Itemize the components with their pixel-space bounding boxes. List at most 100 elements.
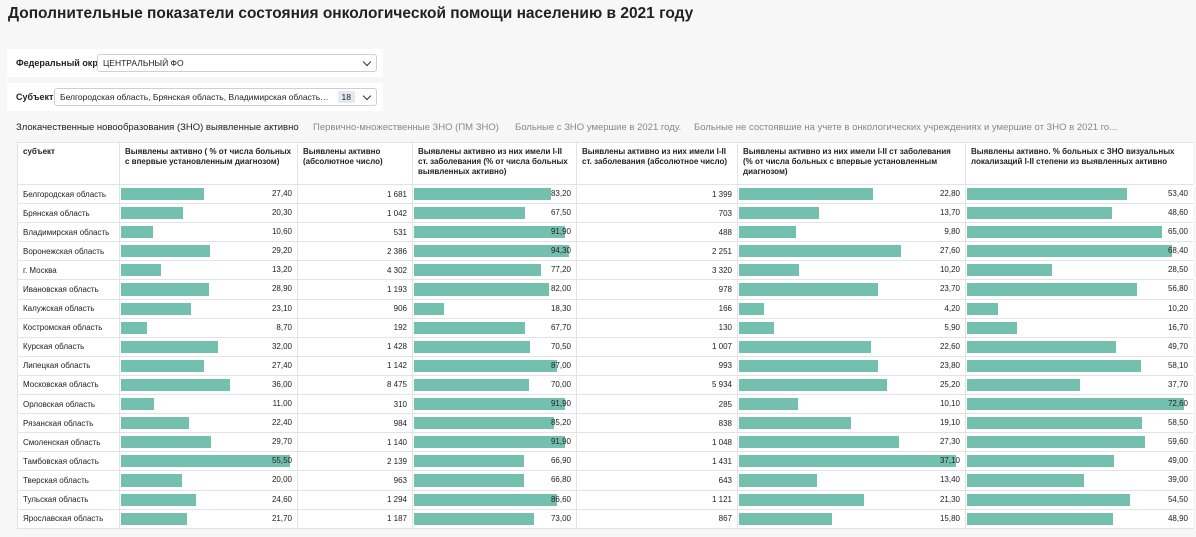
value-bar	[967, 245, 1172, 258]
bar-value-label: 67,70	[550, 322, 571, 332]
value-bar	[739, 188, 873, 201]
bar-cell: 91,90	[412, 222, 577, 243]
value-bar	[967, 359, 1141, 372]
value-cell: 8 475	[297, 374, 413, 396]
bar-value-label: 37,10	[939, 456, 960, 466]
district-select[interactable]: ЦЕНТРАЛЬНЫЙ ФО	[97, 54, 377, 72]
tab-pm-zno[interactable]: Первично-множественные ЗНО (ПМ ЗНО)	[313, 122, 499, 133]
bar-cell: 77,20	[412, 260, 577, 281]
bar-cell: 70,00	[412, 374, 577, 396]
bar-value-label: 36,00	[271, 379, 292, 389]
bar-value-label: 72,60	[1167, 399, 1188, 409]
bar-cell: 23,80	[737, 355, 966, 376]
value-bar	[967, 264, 1052, 277]
bar-value-label: 22,80	[939, 189, 960, 198]
bar-cell: 23,70	[737, 279, 966, 300]
value-cell: 643	[576, 470, 738, 491]
bar-cell: 10,60	[119, 222, 298, 243]
bar-cell: 5,90	[737, 317, 966, 338]
bar-value-label: 53,40	[1167, 189, 1188, 198]
bar-value-label: 77,20	[550, 265, 571, 275]
value-bar	[414, 283, 549, 296]
tab-zno-deceased[interactable]: Больные с ЗНО умершие в 2021 году.	[515, 122, 682, 133]
bar-cell: 58,10	[965, 355, 1193, 376]
value-bar	[414, 512, 534, 525]
bar-cell: 56,80	[965, 279, 1193, 300]
value-bar	[121, 359, 204, 372]
table-row: Ивановская область 28,90 1 193 82,00 978 23,7…	[17, 279, 1193, 300]
column-header[interactable]: Выявлены активно (абсолютное число)	[297, 142, 413, 185]
column-header[interactable]: Выявлены активно из них имели I-II ст. з…	[412, 142, 577, 185]
value-cell: 192	[297, 317, 413, 338]
bar-cell: 94,30	[412, 241, 577, 262]
bar-value-label: 48,60	[1167, 208, 1188, 218]
bar-value-label: 10,10	[939, 399, 960, 409]
subject-filter-label: Субъект	[16, 92, 54, 102]
selected-count-badge: 18	[337, 91, 355, 103]
subject-cell: Смоленская область	[17, 432, 120, 453]
bar-cell: 66,90	[412, 451, 577, 472]
column-header[interactable]: Выявлены активно из них имели I-II ст. з…	[576, 142, 738, 185]
bar-value-label: 91,90	[550, 227, 571, 237]
value-bar	[739, 264, 799, 277]
value-bar	[967, 340, 1116, 353]
bar-cell: 20,00	[119, 470, 298, 491]
table-row: Курская область 32,00 1 428 70,50 1 007 22,60…	[17, 336, 1193, 357]
bar-value-label: 58,10	[1167, 360, 1188, 370]
table-row: Брянская область 20,30 1 042 67,50 703 13,70 4…	[17, 203, 1193, 224]
bar-cell: 28,50	[965, 260, 1193, 281]
value-bar	[967, 321, 1017, 334]
value-bar	[739, 493, 864, 506]
bar-value-label: 67,50	[550, 208, 571, 218]
bar-cell: 22,40	[119, 413, 298, 434]
table-row: Липецкая область 27,40 1 142 87,00 993 23,80 5…	[17, 355, 1193, 376]
value-bar	[121, 340, 218, 353]
bar-cell: 48,60	[965, 203, 1193, 224]
bar-cell: 28,90	[119, 279, 298, 300]
value-bar	[414, 436, 565, 449]
page-title: Дополнительные показатели состояния онко…	[8, 5, 694, 22]
data-table-container: субъект Выявлены активно ( % от числа бо…	[17, 142, 1193, 529]
bar-value-label: 11,00	[272, 399, 292, 409]
column-header[interactable]: Выявлены активно. % больных с ЗНО визуал…	[965, 142, 1193, 185]
bar-cell: 37,10	[737, 451, 966, 472]
subject-cell: Рязанская область	[17, 413, 120, 434]
value-bar	[121, 436, 211, 449]
bar-cell: 54,50	[965, 489, 1193, 510]
subject-select-value: Белгородская область, Брянская область, …	[60, 92, 330, 102]
value-bar	[414, 321, 525, 334]
bar-cell: 27,30	[737, 432, 966, 453]
bar-value-label: 66,80	[550, 475, 571, 485]
value-bar	[414, 378, 529, 392]
bar-value-label: 13,40	[939, 475, 960, 485]
value-bar	[739, 436, 899, 449]
value-cell: 1 048	[576, 432, 738, 453]
value-cell: 166	[576, 298, 738, 319]
subject-cell: Липецкая область	[17, 355, 120, 376]
bar-cell: 15,80	[737, 508, 966, 529]
bar-cell: 53,40	[965, 183, 1193, 205]
tab-not-registered-deceased[interactable]: Больные не состоявшие на учете в онколог…	[694, 122, 1118, 133]
district-filter: Федеральный округ ЦЕНТРАЛЬНЫЙ ФО	[7, 49, 383, 77]
subject-cell: Московская область	[17, 374, 120, 396]
value-cell: 1 121	[576, 489, 738, 510]
bar-value-label: 86,60	[550, 494, 571, 504]
value-cell: 703	[576, 203, 738, 224]
table-row: Рязанская область 22,40 984 85,20 838 19,10 58…	[17, 413, 1193, 434]
bar-cell: 66,80	[412, 470, 577, 491]
bar-cell: 16,70	[965, 317, 1193, 338]
table-row: Орловская область 11,00 310 91,90 285 10,10 72…	[17, 394, 1193, 415]
tab-zno-active[interactable]: Злокачественные новообразования (ЗНО) вы…	[16, 122, 299, 133]
subject-select[interactable]: Белгородская область, Брянская область, …	[54, 88, 377, 106]
column-header[interactable]: субъект	[17, 142, 120, 185]
column-header[interactable]: Выявлены активно из них имели I-II ст за…	[737, 142, 966, 185]
value-cell: 1 294	[297, 489, 413, 510]
column-header[interactable]: Выявлены активно ( % от числа больных с …	[119, 142, 298, 185]
bar-value-label: 32,00	[271, 341, 292, 351]
value-bar	[414, 188, 551, 201]
value-bar	[121, 302, 191, 315]
bar-value-label: 28,50	[1167, 265, 1188, 275]
bar-value-label: 91,90	[550, 399, 571, 409]
value-cell: 2 386	[297, 241, 413, 262]
value-bar	[121, 417, 189, 430]
